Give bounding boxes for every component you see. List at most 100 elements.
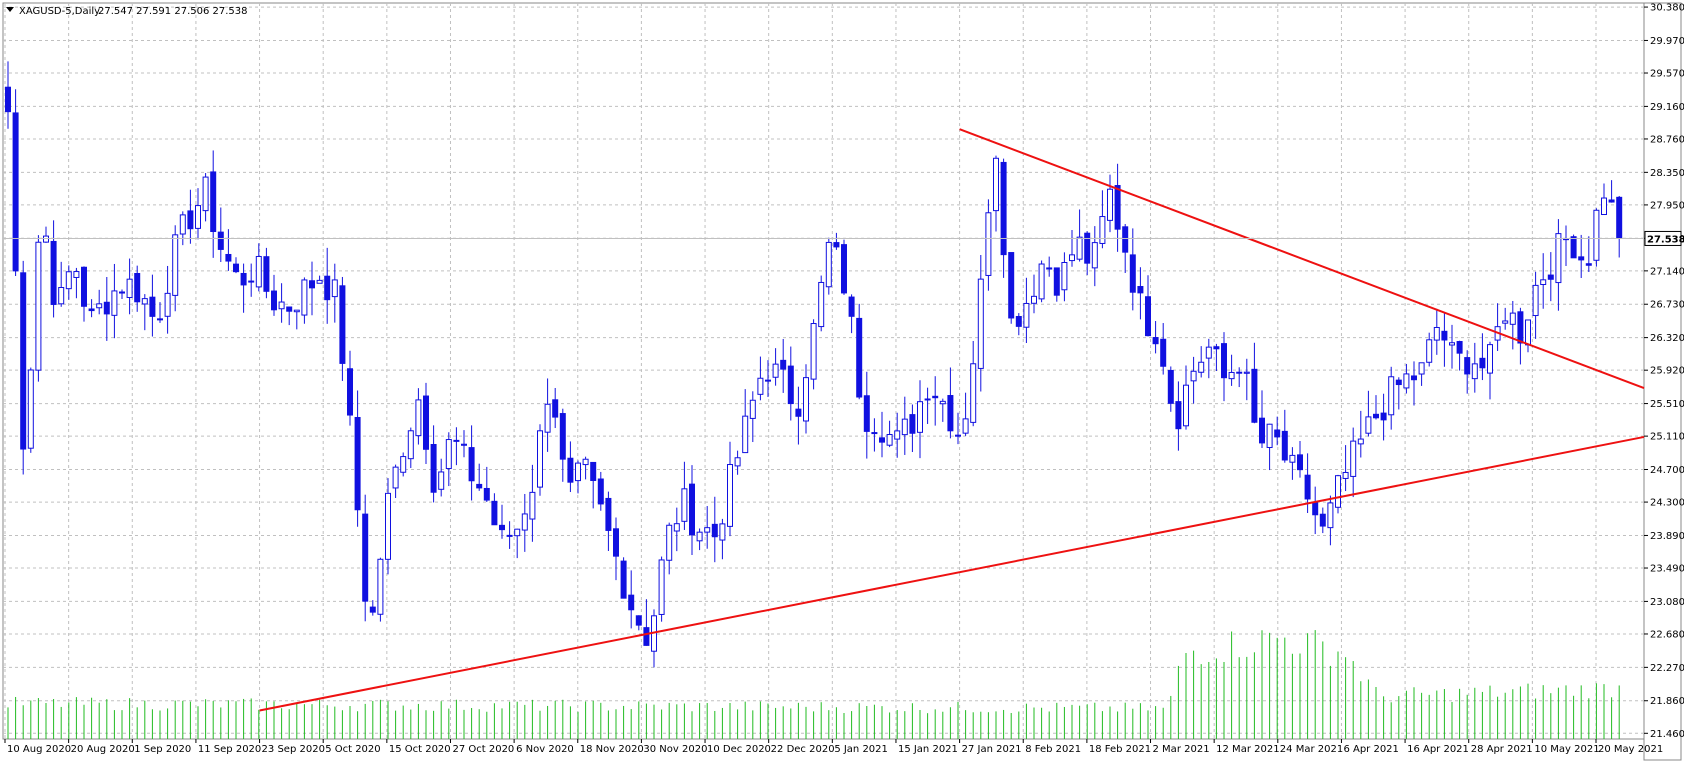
y-tick-label: 25.920 [1650,366,1684,377]
candle-body [445,439,452,470]
candle-body [521,513,528,531]
candle-body [1449,342,1455,346]
y-tick-label: 28.350 [1650,168,1684,179]
candle-body [1593,209,1600,261]
candle-body [1183,384,1189,427]
candle-body [977,278,984,369]
candle-body [1228,371,1235,380]
candle-body [635,615,642,626]
y-tick-label: 21.860 [1650,696,1684,707]
candle-body [179,214,186,235]
candle-body [841,244,847,294]
candle-body [985,212,992,276]
candle-body [666,524,673,561]
candle-body [856,317,863,398]
candle-body [119,291,125,294]
candle-body [233,263,239,273]
candle-body [430,444,437,493]
candle-body [377,558,384,615]
candle-body [1038,263,1045,300]
candle-body [1274,429,1281,438]
candle-body [529,491,536,520]
y-tick-label: 24.700 [1650,465,1684,476]
candle-body [339,285,346,364]
candle-body [795,408,802,417]
candle-body [1532,284,1539,317]
x-tick-label: 20 May 2021 [1598,744,1663,755]
candle-body [468,447,475,482]
current-price-tag [1644,230,1682,246]
candle-body [1502,320,1509,324]
y-tick-label: 22.270 [1650,663,1684,674]
y-tick-label: 23.080 [1650,597,1684,608]
candle-body [559,413,566,460]
candle-body [1578,256,1585,261]
candle-body [88,308,95,312]
candle-body [1198,361,1205,373]
x-tick-label: 6 Nov 2020 [516,744,574,755]
candle-body [103,301,110,315]
candle-body [1031,295,1037,304]
candle-body [909,414,916,434]
y-tick-label: 29.570 [1650,69,1684,80]
ohlc-label: 27.547 27.591 27.506 27.538 [98,6,248,17]
x-tick-label: 1 Sep 2020 [134,744,191,755]
x-tick-label: 5 Oct 2020 [325,744,380,755]
candle-body [1395,379,1402,386]
candle-body [286,306,293,312]
candle-body [970,363,977,423]
candle-body [962,418,969,434]
candle-body [1319,513,1326,527]
candle-body [1433,326,1440,341]
candle-body [1411,375,1417,381]
trendline-layer[interactable] [259,128,1645,712]
candle-body [1585,263,1592,266]
candle-body [392,466,399,489]
x-tick-label: 28 Apr 2021 [1471,744,1533,755]
candle-body [27,369,34,449]
x-tick-label: 6 Apr 2021 [1343,744,1398,755]
candle-body [453,439,460,442]
time-axis: 10 Aug 2020 20 Aug 2020 1 Sep 2020 11 Sep 2… [4,739,1663,755]
candle-body [43,235,49,243]
candle-body [1084,232,1091,264]
candle-body [347,368,353,416]
candle-body [1380,412,1387,421]
candle-body [1152,337,1159,345]
candle-body [1259,417,1265,444]
y-tick-label: 25.510 [1650,399,1684,410]
x-tick-label: 22 Dec 2020 [771,744,835,755]
trendline-resistance[interactable] [959,128,1645,390]
candle-body [955,434,961,437]
candle-body [567,457,574,483]
candle-body [544,403,551,433]
candle-body [711,523,718,538]
candle-body [1023,302,1030,328]
candle-body [871,432,878,435]
candle-body [1373,413,1379,419]
candle-body [582,458,589,466]
trendline-support[interactable] [259,435,1645,712]
dropdown-triangle-icon[interactable] [6,7,14,12]
x-tick-label: 24 Mar 2021 [1280,744,1343,755]
y-tick-label: 23.890 [1650,531,1684,542]
y-tick-label: 26.320 [1650,333,1684,344]
candle-body [506,534,513,537]
candle-body [1175,401,1182,430]
y-tick-label: 23.490 [1650,564,1684,575]
x-tick-label: 27 Jan 2021 [962,744,1022,755]
candle-body [331,279,338,298]
y-tick-label: 30.380 [1650,3,1684,14]
candle-body [1479,357,1486,369]
candle-body [993,157,999,212]
candle-body [1464,357,1471,375]
grid-layer [3,3,1644,739]
candle-body [1069,254,1075,262]
y-tick-label: 24.300 [1650,498,1684,509]
candle-body [947,395,954,432]
candle-body [552,399,559,418]
candle-body [597,478,604,505]
candle-body [1053,267,1060,296]
